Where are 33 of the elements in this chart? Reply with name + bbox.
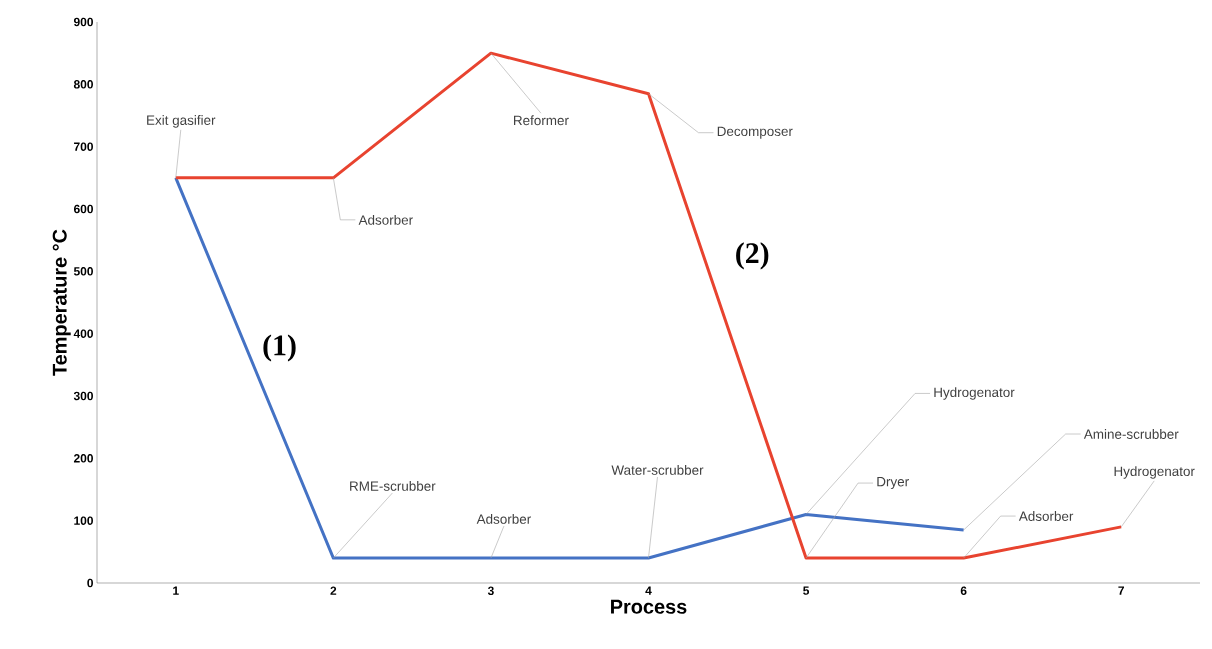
annotation: Hydrogenator [934,387,1015,400]
y-tick-label: 800 [73,80,93,89]
annotation: Amine-scrubber [1083,429,1179,439]
x-tick-label: 7 [1118,586,1124,595]
annotation: Adsorber [476,513,531,524]
annotation: Water-scrubber [611,464,704,475]
series-label: (1) [263,334,296,362]
y-tick-label: 600 [73,204,93,214]
annotation: Decomposer [717,126,793,139]
annotation: Exit gasifier [147,115,216,128]
annotation: Hydrogenator [1114,466,1195,479]
y-tick-label: 500 [73,267,93,276]
x-axis-title: Process [611,599,687,614]
x-tick-label: 5 [803,586,810,595]
x-tick-label: 6 [960,586,967,595]
y-tick-label: 900 [73,17,93,27]
series-label: (2) [736,242,769,270]
y-tick-label: 200 [73,454,93,463]
annotation: Dryer [877,477,909,490]
annotation: Reformer [514,115,569,126]
y-tick-label: 400 [73,329,93,338]
y-tick-label: 700 [74,142,93,151]
y-tick-label: 300 [73,391,93,401]
annotation: Adsorber [358,214,413,225]
x-tick-label: 2 [330,586,337,595]
x-tick-label: 4 [645,586,652,595]
y-axis-title: Temperature °C [52,229,71,376]
y-tick-label: 0 [87,578,93,588]
x-tick-label: 3 [487,586,494,596]
annotation: Adsorber [1018,511,1074,521]
annotation: RME-scrubber [350,480,436,491]
y-tick-label: 100 [74,516,93,525]
x-tick-label: 1 [173,586,179,595]
